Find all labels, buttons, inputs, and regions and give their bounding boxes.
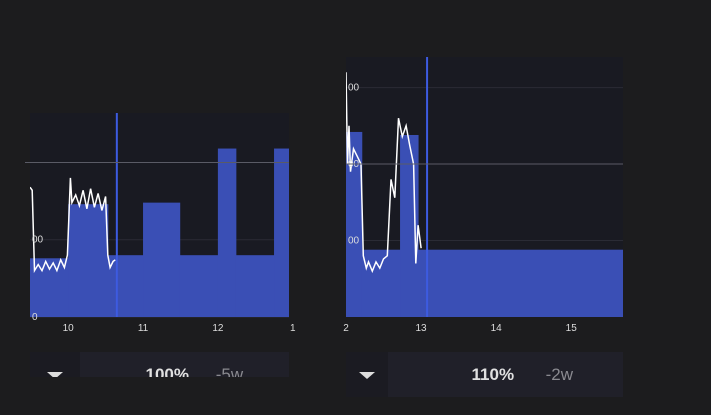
- area-step: [400, 135, 419, 317]
- x-tick-label: 14: [491, 323, 503, 334]
- dropdown-arrow: [359, 372, 375, 379]
- x-tick-label: 10: [63, 323, 75, 334]
- x-tick-label: 11: [138, 323, 149, 334]
- area-step: [274, 148, 289, 317]
- y-tick-label: 00: [348, 83, 360, 94]
- x-tick-label: 2: [343, 323, 349, 334]
- time-offset[interactable]: -2w: [546, 365, 574, 384]
- zoom-level[interactable]: 100%: [146, 365, 189, 384]
- toolbar: [346, 352, 623, 397]
- y-tick-label: 00: [348, 236, 360, 247]
- area-step: [143, 202, 181, 317]
- x-tick-label: 1: [290, 323, 296, 334]
- area-step: [107, 255, 144, 317]
- y-tick-label: 00: [32, 235, 44, 246]
- dropdown-arrow: [47, 372, 63, 377]
- area-step: [179, 255, 219, 317]
- time-offset[interactable]: -5w: [216, 365, 244, 384]
- area-step: [418, 249, 623, 317]
- x-tick-label: 12: [212, 323, 224, 334]
- area-step: [68, 204, 109, 317]
- zoom-level[interactable]: 110%: [472, 365, 515, 384]
- series-line: [346, 72, 422, 274]
- area-step: [361, 249, 401, 317]
- x-tick-label: 13: [416, 323, 428, 334]
- area-step: [235, 255, 275, 317]
- series-line: [30, 177, 116, 274]
- x-tick-label: 15: [566, 323, 578, 334]
- area-step: [346, 131, 363, 317]
- area-step: [217, 148, 237, 317]
- y-tick-label: 0: [32, 312, 38, 323]
